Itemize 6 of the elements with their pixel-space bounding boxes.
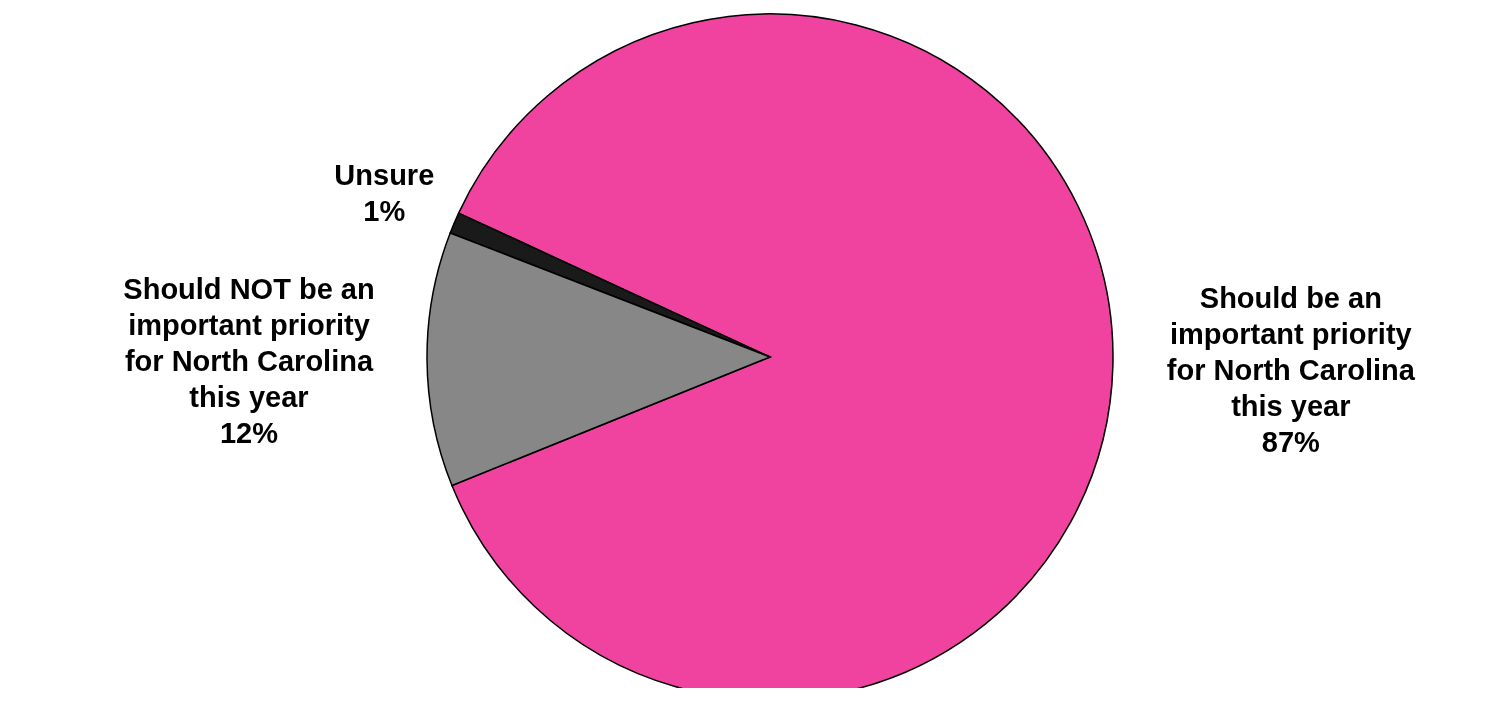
data-label: 1% [363, 195, 406, 228]
data-label: 87% [1261, 425, 1321, 458]
data-label: 12% [219, 416, 279, 449]
slice-label: Should NOT be an important priority for North Carolina this year [123, 272, 375, 413]
slice-label: Should be an important priority for North Carolina this year [1166, 281, 1416, 422]
slice-label: Unsure [334, 159, 435, 192]
